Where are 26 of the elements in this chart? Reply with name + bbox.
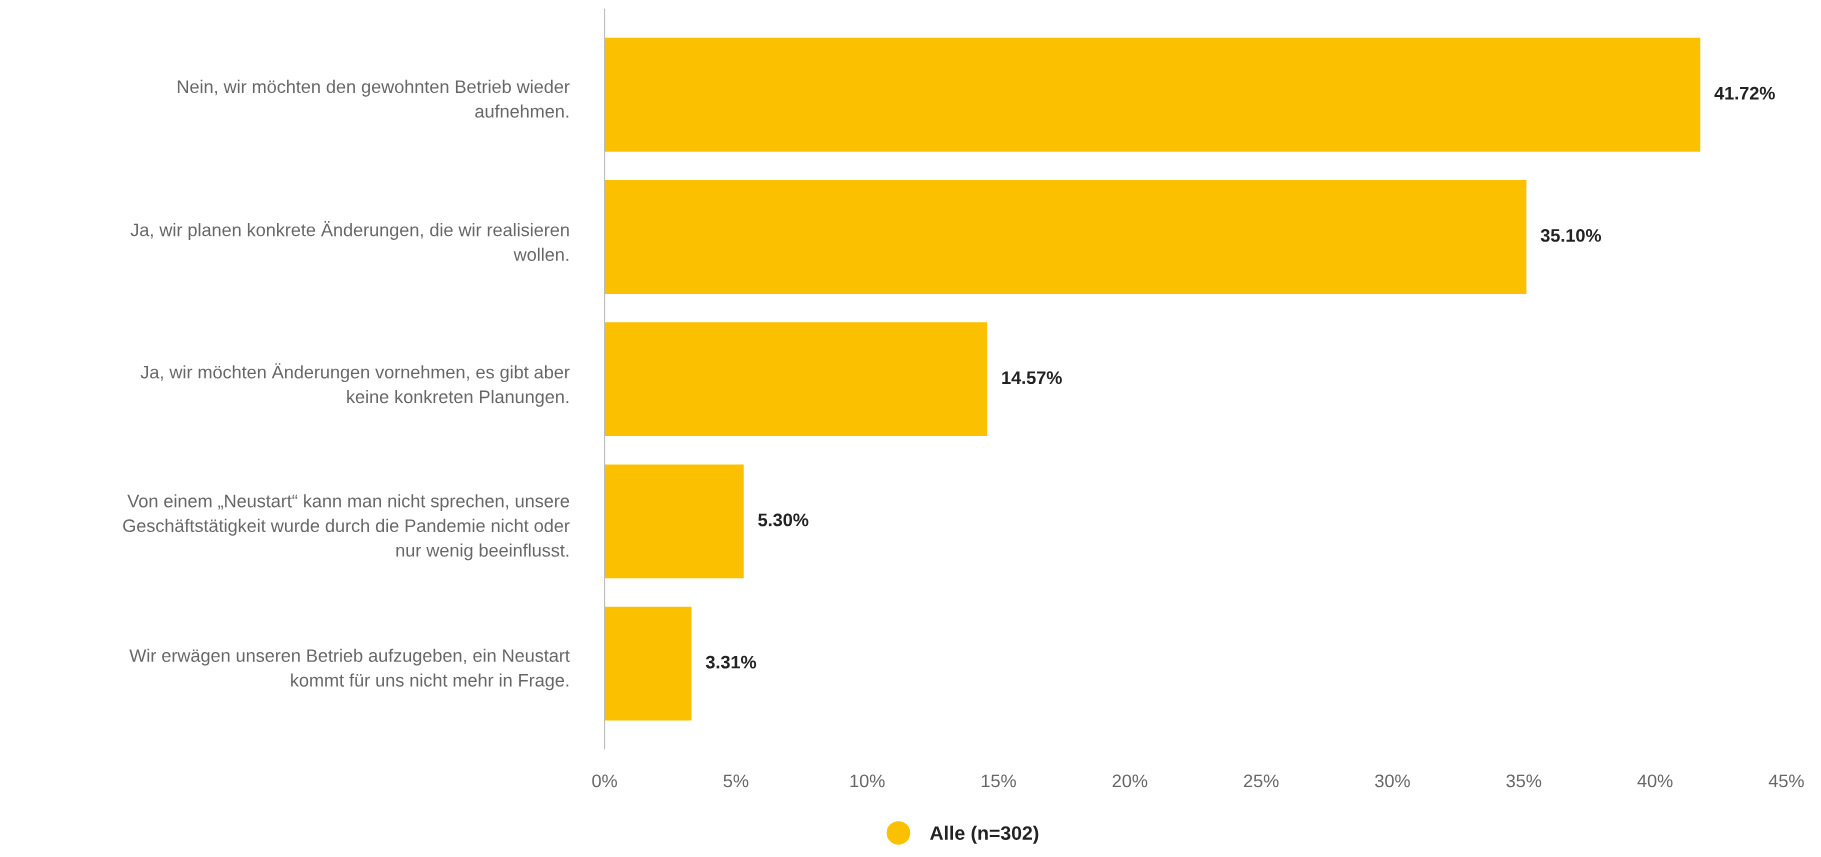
x-tick-label: 25% (1243, 774, 1279, 788)
data-label: 35.10% (1540, 229, 1602, 242)
bar (604, 464, 744, 579)
bar (604, 37, 1701, 152)
x-tick-label: 40% (1637, 774, 1673, 788)
x-tick-label: 35% (1506, 774, 1542, 788)
data-label: 5.30% (758, 513, 809, 527)
data-label: 41.72% (1714, 86, 1775, 100)
x-tick-label: 10% (850, 774, 885, 788)
x-tick-label: 5% (723, 774, 749, 788)
bar (604, 322, 988, 437)
x-tick-label: 15% (981, 774, 1016, 788)
y-tick-label: Von einem „Neustart“ kann man nicht sprechen, unsere Geschäftstätigkeit wurde durch die Pandemie nicht oder nur wenig beeinflusst. (123, 494, 570, 561)
bar (604, 606, 692, 721)
x-tick-label: 30% (1375, 774, 1410, 788)
legend-label: Alle (n=302) (930, 825, 1039, 844)
data-label: 14.57% (1002, 371, 1062, 385)
bar (604, 180, 1527, 294)
x-tick-label: 45% (1768, 774, 1804, 788)
y-tick-label: Ja, wir planen konkrete Änderungen, die wir realisieren wollen. (130, 221, 569, 261)
y-tick-label: Wir erwägen unseren Betrieb aufzugeben, ein Neustart kommt für uns nicht mehr in Frage. (129, 648, 570, 691)
x-tick-label: 20% (1112, 774, 1148, 788)
y-tick-label: Ja, wir möchten Änderungen vornehmen, es gibt aber keine konkreten Planungen. (140, 363, 570, 407)
y-tick-label: Nein, wir möchten den gewohnten Betrieb wieder aufnehmen. (177, 79, 570, 118)
x-tick-label: 0% (592, 774, 617, 788)
data-label: 3.31% (705, 655, 757, 669)
